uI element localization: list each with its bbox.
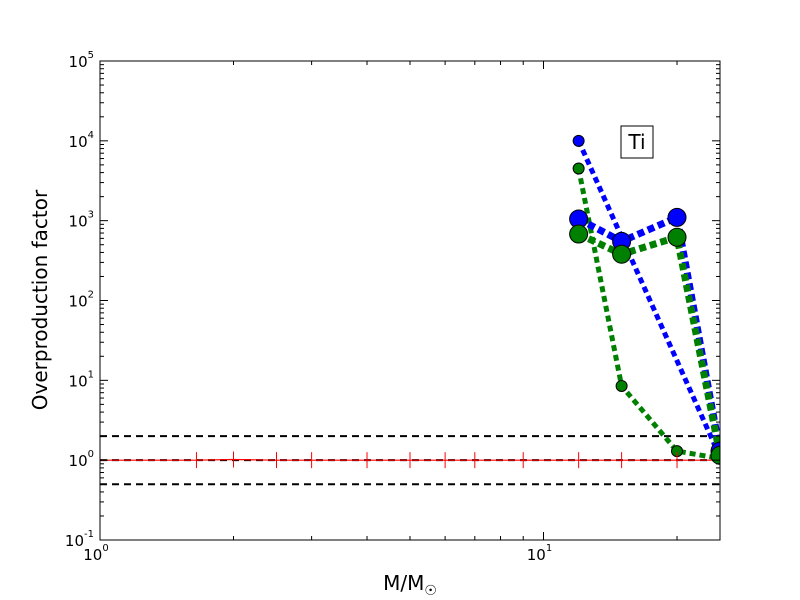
series-line-0 [576, 139, 720, 458]
x-tick-label-exp: 0 [102, 543, 108, 554]
series-2-point-2 [667, 207, 687, 227]
y-tick-label-base: 10 [69, 133, 88, 151]
series-0-point-0 [572, 134, 585, 147]
series-3-point-1 [612, 244, 632, 264]
y-tick-label-base: 10 [69, 53, 88, 71]
y-tick-label: 104 [69, 130, 94, 151]
y-axis-label: Overproduction factor [28, 189, 52, 410]
series-line-1 [576, 168, 720, 461]
x-tick-label: 100 [83, 543, 108, 564]
series-line-3 [577, 230, 720, 456]
y-tick-label-exp: 4 [88, 130, 94, 141]
x-tick-label-base: 10 [83, 546, 102, 564]
y-tick-label-exp: 5 [88, 50, 94, 61]
x-tick-label-exp: 1 [546, 543, 552, 554]
series-3-point-2 [667, 227, 687, 247]
y-tick-label-exp: 0 [88, 449, 94, 460]
y-tick-label-exp: -1 [84, 529, 94, 540]
x-axis-label: M/M☉ [383, 571, 437, 599]
y-tick-label: 100 [69, 449, 94, 470]
plot-content [100, 134, 720, 486]
y-tick-label: 102 [69, 290, 94, 311]
series-3-point-0 [569, 224, 589, 244]
series-line-4 [100, 458, 720, 461]
x-tick-label-base: 10 [527, 546, 546, 564]
y-tick-label: 103 [69, 210, 94, 231]
series-1-point-1 [615, 379, 628, 392]
y-tick-label-exp: 3 [88, 210, 94, 221]
y-tick-label-base: 10 [69, 213, 88, 231]
y-tick-label: 10-1 [65, 529, 94, 550]
y-tick-label-base: 10 [69, 452, 88, 470]
y-tick-label: 101 [69, 369, 94, 390]
y-tick-label-base: 10 [65, 532, 84, 550]
x-tick-label: 101 [527, 543, 552, 564]
y-tick-label-base: 10 [69, 293, 88, 311]
y-tick-label: 105 [69, 50, 94, 71]
series-1-point-0 [572, 162, 585, 175]
annotation-text: Ti [627, 130, 645, 154]
y-tick-label-exp: 1 [88, 369, 94, 380]
y-tick-label-exp: 2 [88, 290, 94, 301]
annotation-box: Ti [620, 125, 654, 159]
y-tick-label-base: 10 [69, 372, 88, 390]
series-line-2 [576, 212, 720, 452]
